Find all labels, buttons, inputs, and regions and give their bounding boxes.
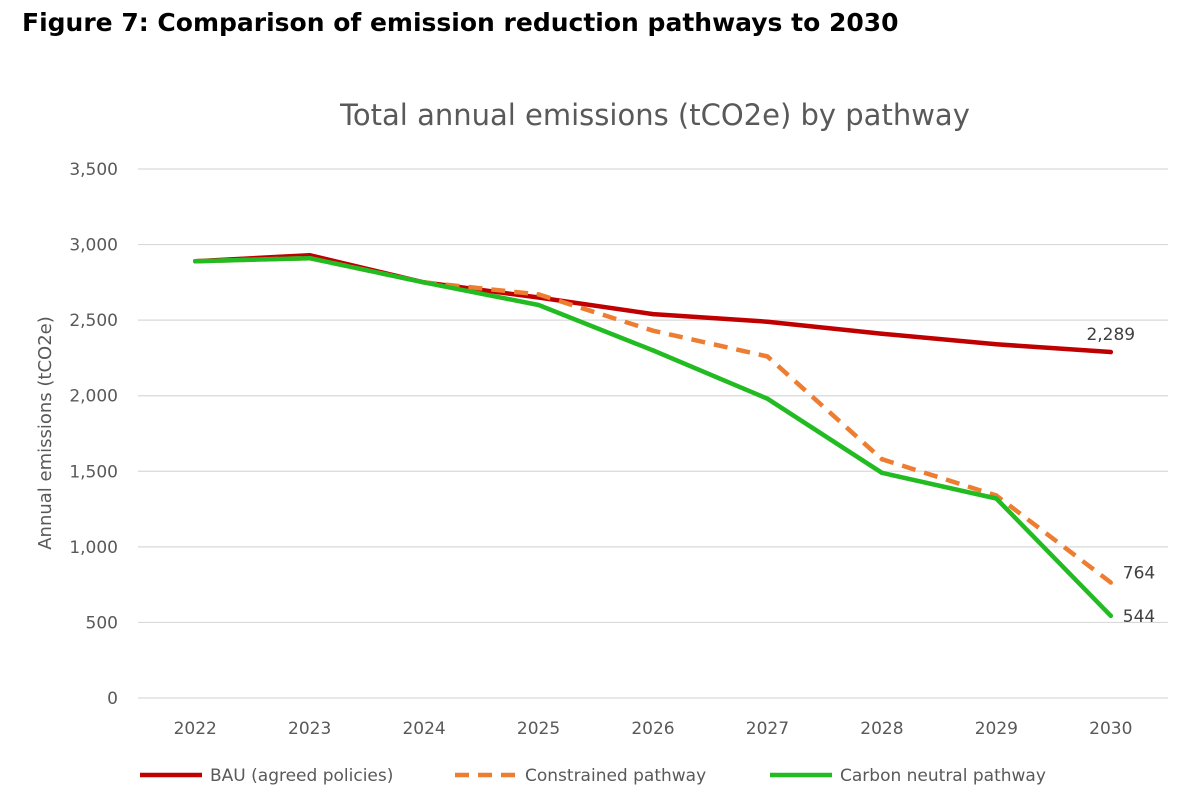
data-label-carbon-neutral-pathway: 544 (1123, 607, 1155, 627)
y-tick-label: 2,000 (69, 387, 118, 407)
data-point-carbon-neutral-pathway (994, 496, 999, 501)
legend-label-bau-agreed-policies: BAU (agreed policies) (210, 766, 393, 786)
y-axis-title: Annual emissions (tCO2e) (35, 316, 56, 550)
x-tick-label: 2029 (975, 719, 1018, 739)
data-point-bau-agreed-policies (994, 342, 999, 347)
data-point-carbon-neutral-pathway (1108, 613, 1113, 618)
data-point-carbon-neutral-pathway (193, 258, 198, 264)
data-point-carbon-neutral-pathway (307, 255, 312, 261)
y-tick-label: 1,000 (69, 538, 118, 558)
series-line-constrained-pathway (195, 255, 1113, 585)
data-point-bau-agreed-policies (650, 311, 656, 317)
y-tick-label: 3,500 (69, 160, 118, 180)
data-label-bau-agreed-policies: 2,289 (1086, 325, 1135, 345)
series-lines (192, 252, 1114, 619)
x-tick-label: 2025 (517, 719, 560, 739)
data-point-constrained-pathway (536, 292, 541, 297)
y-tick-label: 1,500 (69, 462, 118, 482)
x-tick-label: 2027 (746, 719, 789, 739)
x-axis-ticks: 2022 2023 2024 2025 2026 2027 2028 2029 2030 (174, 719, 1133, 739)
data-point-carbon-neutral-pathway (765, 396, 770, 401)
y-tick-label: 500 (86, 613, 118, 633)
data-point-carbon-neutral-pathway (650, 348, 656, 353)
x-tick-label: 2024 (402, 719, 445, 739)
chart-title: Total annual emissions (tCO2e) by pathwa… (340, 98, 970, 132)
data-point-carbon-neutral-pathway (536, 302, 541, 308)
data-labels: 2,289 764 544 (1086, 325, 1155, 627)
gridlines (138, 168, 1168, 699)
data-point-constrained-pathway (765, 354, 770, 359)
data-point-bau-agreed-policies (765, 319, 770, 324)
x-tick-label: 2030 (1089, 719, 1132, 739)
x-tick-label: 2023 (288, 719, 331, 739)
y-tick-label: 0 (107, 689, 118, 709)
data-label-constrained-pathway: 764 (1123, 564, 1155, 584)
figure-heading: Figure 7: Comparison of emission reducti… (22, 8, 899, 37)
x-tick-label: 2028 (860, 719, 903, 739)
x-tick-label: 2026 (631, 719, 674, 739)
data-point-carbon-neutral-pathway (879, 470, 885, 475)
y-tick-label: 3,000 (69, 236, 118, 256)
data-point-bau-agreed-policies (1108, 349, 1113, 355)
data-point-carbon-neutral-pathway (421, 280, 427, 285)
data-point-bau-agreed-policies (879, 331, 885, 336)
x-tick-label: 2022 (174, 719, 217, 739)
y-tick-label: 2,500 (69, 311, 118, 331)
data-point-constrained-pathway (650, 328, 656, 333)
legend: BAU (agreed policies) Constrained pathway… (140, 766, 1046, 786)
data-point-constrained-pathway (879, 456, 885, 462)
data-point-constrained-pathway (1108, 580, 1113, 585)
y-axis-ticks: 0 500 1,000 1,500 2,000 2,500 3,000 3,500 (69, 160, 118, 709)
series-line-bau-agreed-policies (192, 252, 1114, 355)
legend-label-constrained-pathway: Constrained pathway (525, 766, 706, 786)
legend-label-carbon-neutral-pathway: Carbon neutral pathway (840, 766, 1046, 786)
